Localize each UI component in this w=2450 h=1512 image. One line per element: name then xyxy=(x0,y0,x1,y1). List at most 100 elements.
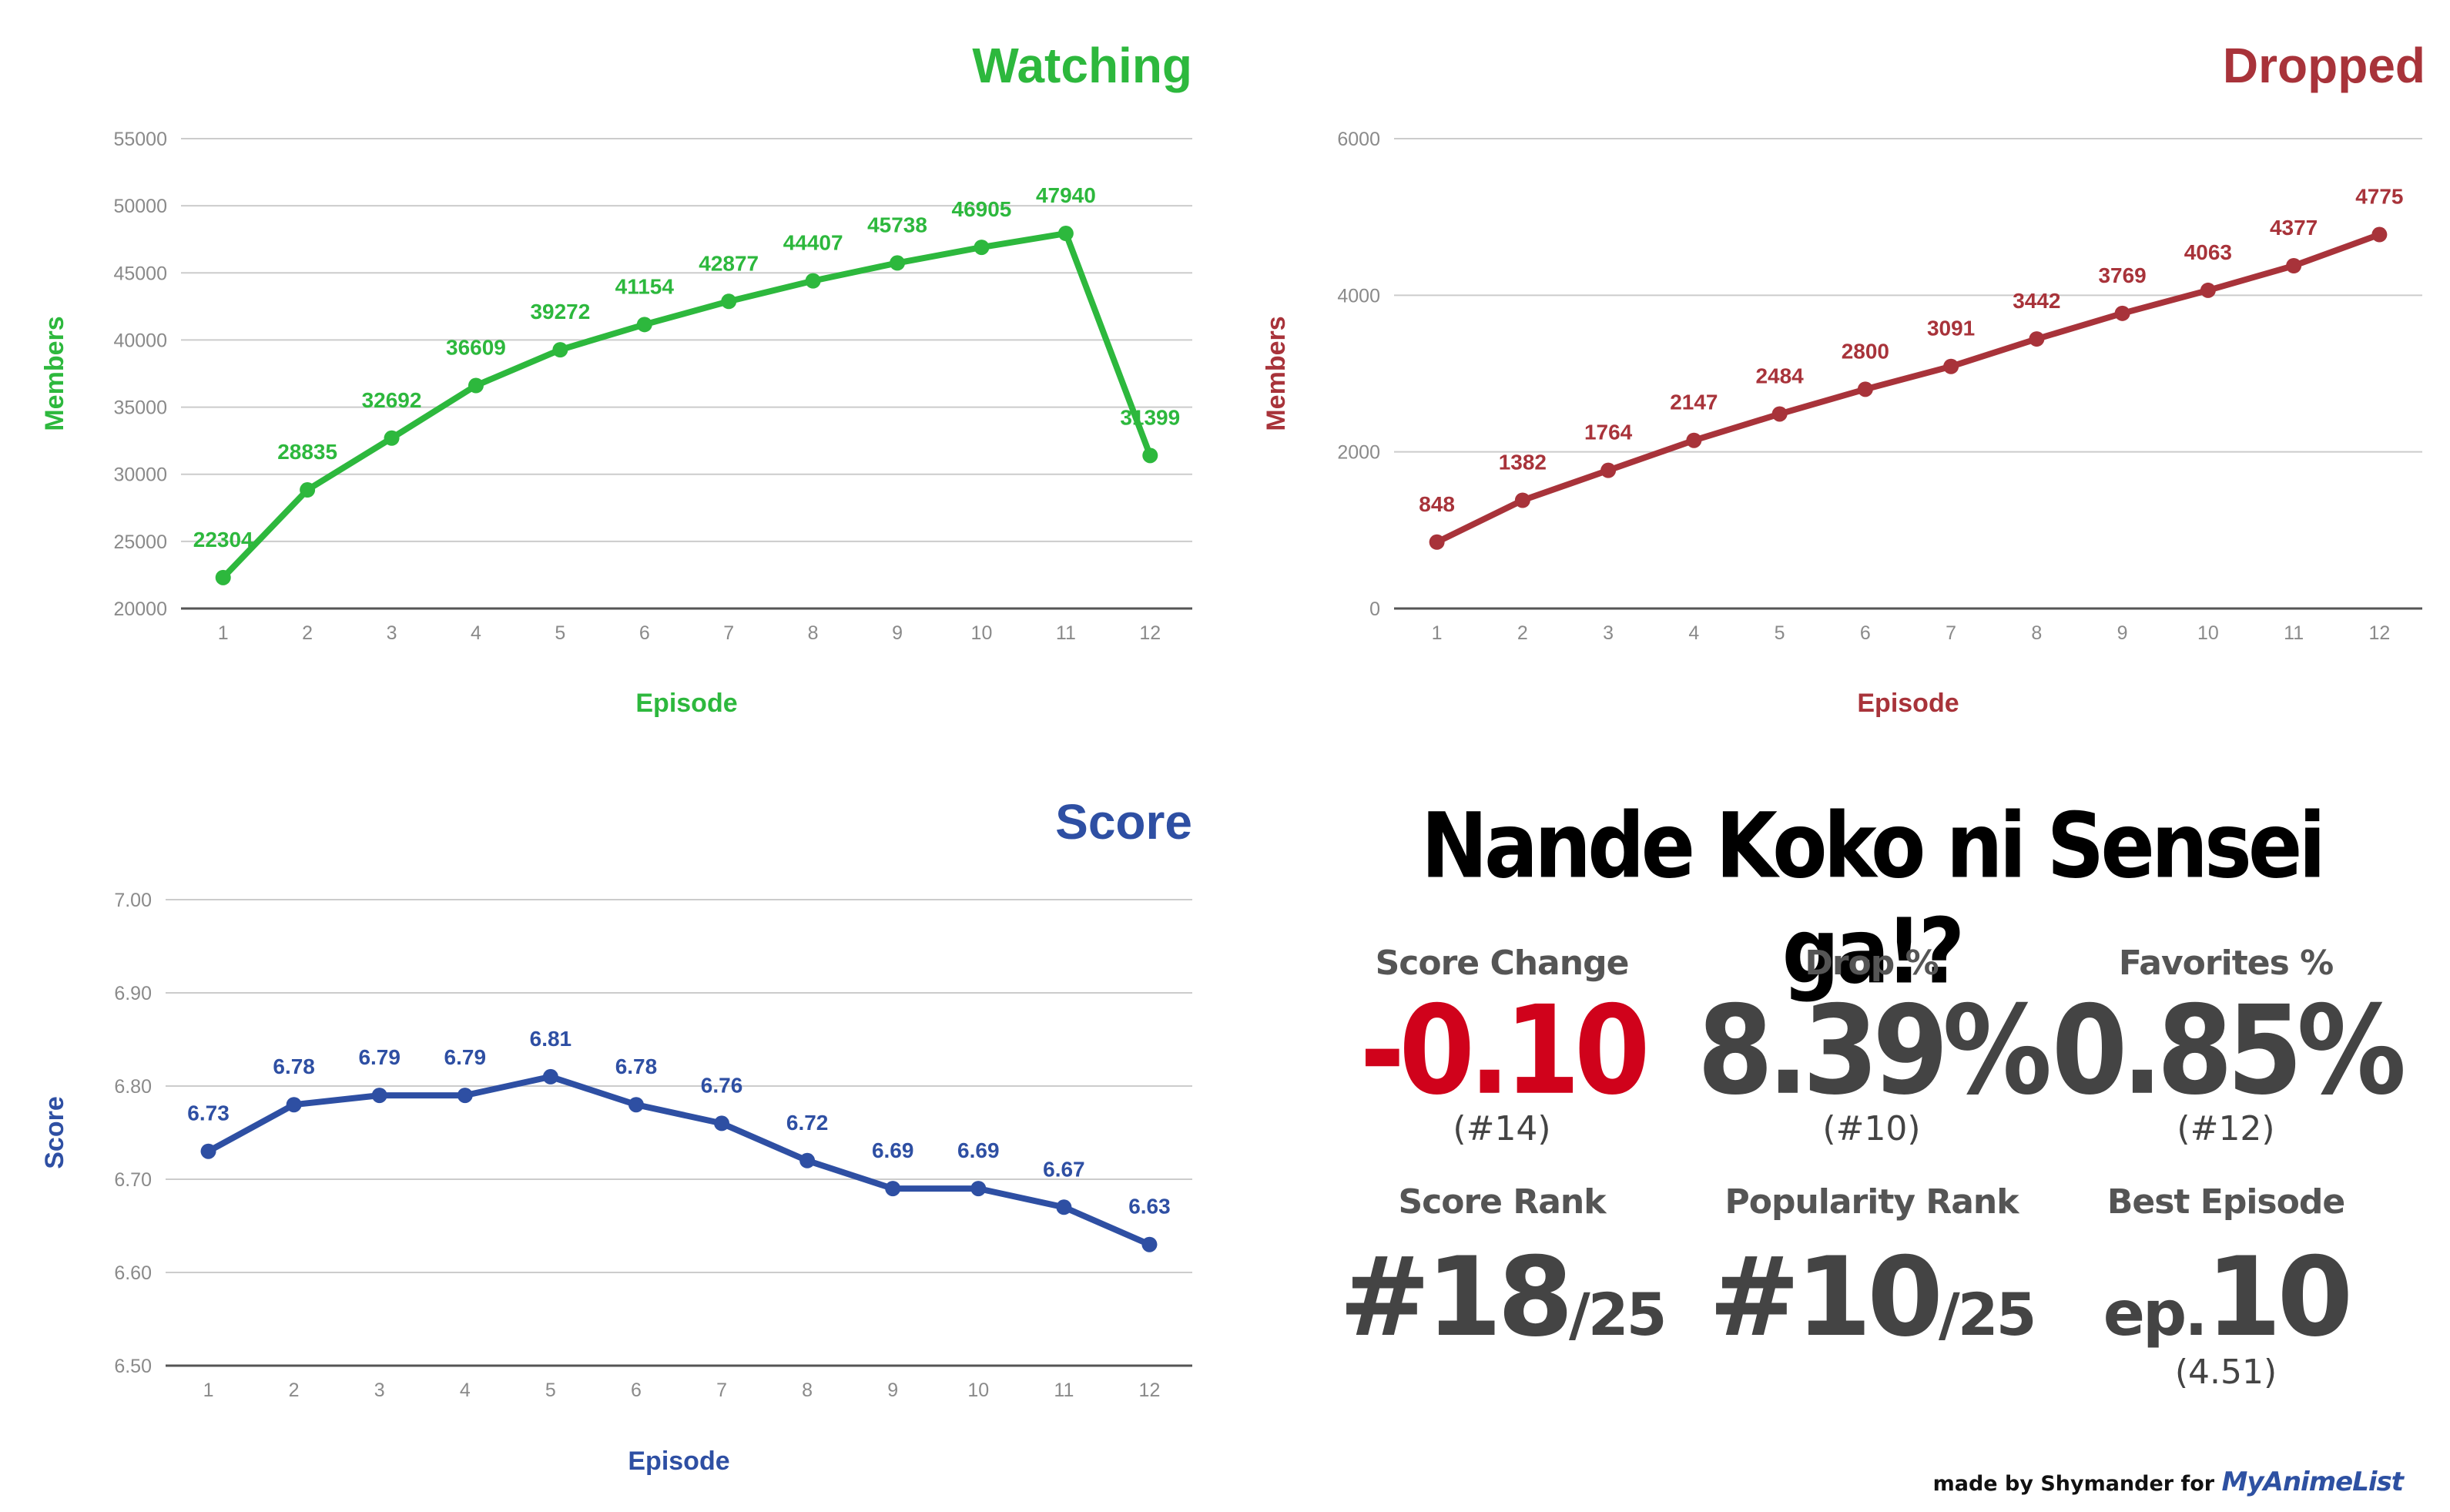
watching-x-axis-label: Episode xyxy=(635,689,737,718)
score-y-tick-label: 6.80 xyxy=(114,1076,152,1098)
best-episode-prefix: ep. xyxy=(2103,1278,2208,1349)
score-data-label: 6.69 xyxy=(872,1138,914,1162)
watching-data-label: 45738 xyxy=(867,213,927,236)
score-x-axis-label: Episode xyxy=(628,1447,729,1476)
watching-x-tick-label: 3 xyxy=(387,622,397,644)
score-x-tick-label: 4 xyxy=(460,1380,471,1401)
watching-series-line xyxy=(220,230,1154,581)
dropped-data-label: 848 xyxy=(1419,492,1455,516)
dropped-x-axis-label: Episode xyxy=(1857,689,1959,718)
watching-x-tick-label: 7 xyxy=(723,622,734,644)
watching-x-tick-label: 9 xyxy=(892,622,903,644)
score-x-tick-label: 8 xyxy=(802,1380,813,1401)
score-rank-figure: #18/25 xyxy=(1325,1243,1679,1353)
dropped-x-tick-label: 1 xyxy=(1432,622,1443,644)
dropped-data-point xyxy=(1429,534,1445,550)
watching-y-tick-label: 50000 xyxy=(113,196,167,217)
anime-title: Nande Koko ni Sensei ga!? xyxy=(1420,793,2326,1004)
favorites-pct-stat: Favorites % 0.85% (#12) xyxy=(2049,944,2407,1148)
score-data-label: 6.69 xyxy=(957,1138,1000,1162)
dropped-y-tick-label: 6000 xyxy=(1337,129,1380,150)
score-y-tick-label: 6.50 xyxy=(114,1356,152,1377)
score-rank-value: #18 xyxy=(1339,1234,1574,1361)
score-x-tick-label: 11 xyxy=(1054,1380,1074,1401)
watching-data-point xyxy=(721,293,737,310)
watching-data-point xyxy=(300,482,316,498)
dropped-x-tick-label: 3 xyxy=(1603,622,1614,644)
best-episode-figure: ep.10 xyxy=(2049,1243,2403,1353)
dropped-x-tick-label: 4 xyxy=(1688,622,1699,644)
watching-y-tick-label: 45000 xyxy=(113,263,167,284)
score-chart-title: Score xyxy=(1055,794,1192,850)
dropped-data-point xyxy=(1943,358,1959,374)
score-data-point xyxy=(628,1097,644,1113)
watching-y-tick-label: 20000 xyxy=(113,598,167,620)
dropped-data-label: 2484 xyxy=(1755,364,1804,387)
score-data-point xyxy=(1056,1199,1072,1215)
dropped-series-line xyxy=(1433,231,2383,545)
dropped-x-tick-label: 8 xyxy=(2031,622,2042,644)
dropped-data-label: 1764 xyxy=(1584,421,1633,444)
score-y-tick-label: 6.90 xyxy=(114,983,152,1004)
watching-data-point xyxy=(636,317,652,333)
watching-x-tick-label: 4 xyxy=(471,622,481,644)
watching-x-tick-label: 12 xyxy=(1139,622,1161,644)
dropped-data-label: 3091 xyxy=(1927,317,1975,340)
dropped-x-tick-label: 2 xyxy=(1517,622,1528,644)
watching-data-label: 28835 xyxy=(277,440,337,464)
watching-x-tick-label: 10 xyxy=(971,622,993,644)
watching-y-tick-label: 25000 xyxy=(113,531,167,553)
score-change-value: -0.10 xyxy=(1359,980,1650,1122)
favorites-pct-rank: (#12) xyxy=(2177,1109,2275,1148)
dropped-data-point xyxy=(1686,432,1702,448)
score-rank-denominator: /25 xyxy=(1569,1280,1667,1349)
drop-pct-stat: Drop % 8.39% (#10) xyxy=(1694,944,2053,1146)
best-episode-score: (4.51) xyxy=(2174,1353,2277,1392)
score-x-tick-label: 9 xyxy=(887,1380,898,1401)
score-data-label: 6.73 xyxy=(187,1101,230,1125)
score-data-point xyxy=(542,1068,558,1085)
dropped-y-axis-label: Members xyxy=(1262,316,1291,431)
favorites-pct-label: Favorites % xyxy=(2118,944,2334,983)
dropped-data-point xyxy=(1857,381,1873,397)
score-y-axis-label: Score xyxy=(40,1096,69,1169)
watching-data-label: 32692 xyxy=(362,388,422,412)
dropped-data-point xyxy=(1514,492,1530,508)
score-rank-stat: Score Rank #18/25 xyxy=(1325,1182,1679,1353)
best-episode-stat: Best Episode ep.10 (4.51) xyxy=(2049,1182,2403,1390)
score-x-tick-label: 7 xyxy=(716,1380,727,1401)
score-data-point xyxy=(457,1088,473,1104)
score-chart: 6.506.606.706.806.907.001 2 3 4 5 6 7 8 9 10 11 126… xyxy=(40,890,1192,1476)
drop-pct-value: 8.39% xyxy=(1697,980,2053,1122)
dropped-data-label: 4775 xyxy=(2355,185,2403,209)
watching-y-tick-label: 55000 xyxy=(113,129,167,150)
score-x-tick-label: 3 xyxy=(374,1380,385,1401)
score-change-rank: (#14) xyxy=(1453,1109,1551,1148)
dropped-x-tick-label: 12 xyxy=(2368,622,2390,644)
dropped-y-tick-label: 4000 xyxy=(1337,285,1380,307)
dropped-data-label: 4063 xyxy=(2184,240,2232,264)
dropped-data-point xyxy=(2200,282,2216,298)
score-data-point xyxy=(714,1115,730,1131)
watching-chart-title: Watching xyxy=(972,38,1192,93)
watching-chart: 20000 25000 30000 35000 40000 45000 50000 55000… xyxy=(40,129,1192,718)
watching-data-label: 22304 xyxy=(193,528,253,551)
watching-data-label: 46905 xyxy=(952,197,1012,221)
watching-x-tick-label: 11 xyxy=(1056,622,1076,644)
score-series-line xyxy=(205,1073,1153,1248)
popularity-rank-label: Popularity Rank xyxy=(1724,1182,2019,1222)
watching-data-label: 36609 xyxy=(446,336,506,360)
popularity-rank-stat: Popularity Rank #10/25 xyxy=(1694,1182,2049,1353)
score-x-tick-label: 10 xyxy=(967,1380,989,1401)
score-data-label: 6.81 xyxy=(530,1027,572,1051)
score-data-point xyxy=(200,1143,216,1159)
best-episode-label: Best Episode xyxy=(2106,1182,2345,1222)
watching-data-point xyxy=(215,569,231,585)
dropped-y-tick-label: 2000 xyxy=(1337,442,1380,464)
score-data-label: 6.79 xyxy=(358,1045,401,1069)
watching-data-point xyxy=(468,377,484,394)
dropped-data-point xyxy=(2371,226,2388,243)
favorites-pct-value: 0.85% xyxy=(2051,980,2407,1122)
watching-x-tick-label: 6 xyxy=(639,622,650,644)
anime-info-panel: Nande Koko ni Sensei ga!? Score Change -… xyxy=(1325,770,2418,1510)
